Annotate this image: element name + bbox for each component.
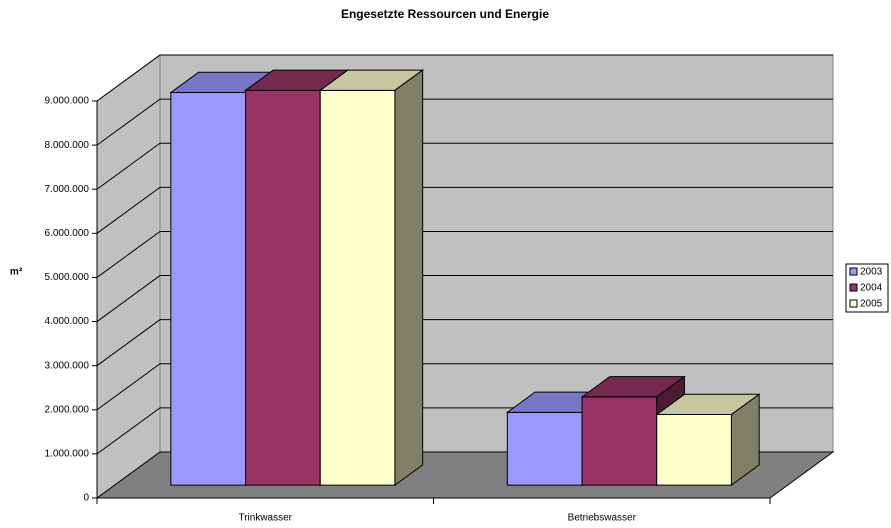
y-tick-label: 7.000.000 — [45, 184, 90, 195]
bar-front — [506, 411, 583, 486]
y-tick-label: 5.000.000 — [45, 272, 90, 283]
grid-line — [96, 98, 833, 146]
grid-line — [96, 186, 833, 234]
y-tick-label: 3.000.000 — [45, 360, 90, 371]
y-tick-label: 0 — [83, 493, 89, 504]
x-tick-label: Betriebswasser — [568, 513, 637, 524]
legend-swatch — [849, 267, 858, 276]
bar-front — [656, 414, 732, 486]
legend-label: 2005 — [860, 299, 883, 310]
bar-front — [170, 92, 247, 486]
y-axis-label: m³ — [10, 267, 23, 278]
grid-line — [96, 54, 833, 102]
legend-swatch — [849, 283, 858, 292]
y-tick-label: 4.000.000 — [45, 316, 90, 327]
bar-front — [581, 396, 658, 486]
grid-line — [96, 275, 833, 322]
x-tick-label: Trinkwasser — [238, 513, 292, 524]
y-tick-label: 1.000.000 — [45, 449, 90, 460]
chart-title: Engesetzte Ressourcen und Energie — [341, 7, 549, 21]
grid-line — [96, 319, 833, 367]
legend-label: 2003 — [860, 267, 883, 278]
grid-line — [96, 230, 833, 278]
y-tick-label: 8.000.000 — [45, 140, 90, 151]
y-tick-label: 6.000.000 — [45, 228, 90, 239]
bar-side — [394, 69, 424, 487]
grid-line — [96, 142, 833, 190]
bar-front — [319, 89, 396, 486]
legend-swatch — [849, 299, 858, 308]
grid-line — [96, 363, 833, 411]
legend-label: 2004 — [860, 283, 883, 294]
left-wall — [96, 54, 161, 499]
bar-front — [245, 89, 321, 486]
y-tick-label: 2.000.000 — [45, 404, 90, 415]
y-tick-label: 9.000.000 — [45, 96, 90, 107]
bar-side — [730, 393, 760, 487]
